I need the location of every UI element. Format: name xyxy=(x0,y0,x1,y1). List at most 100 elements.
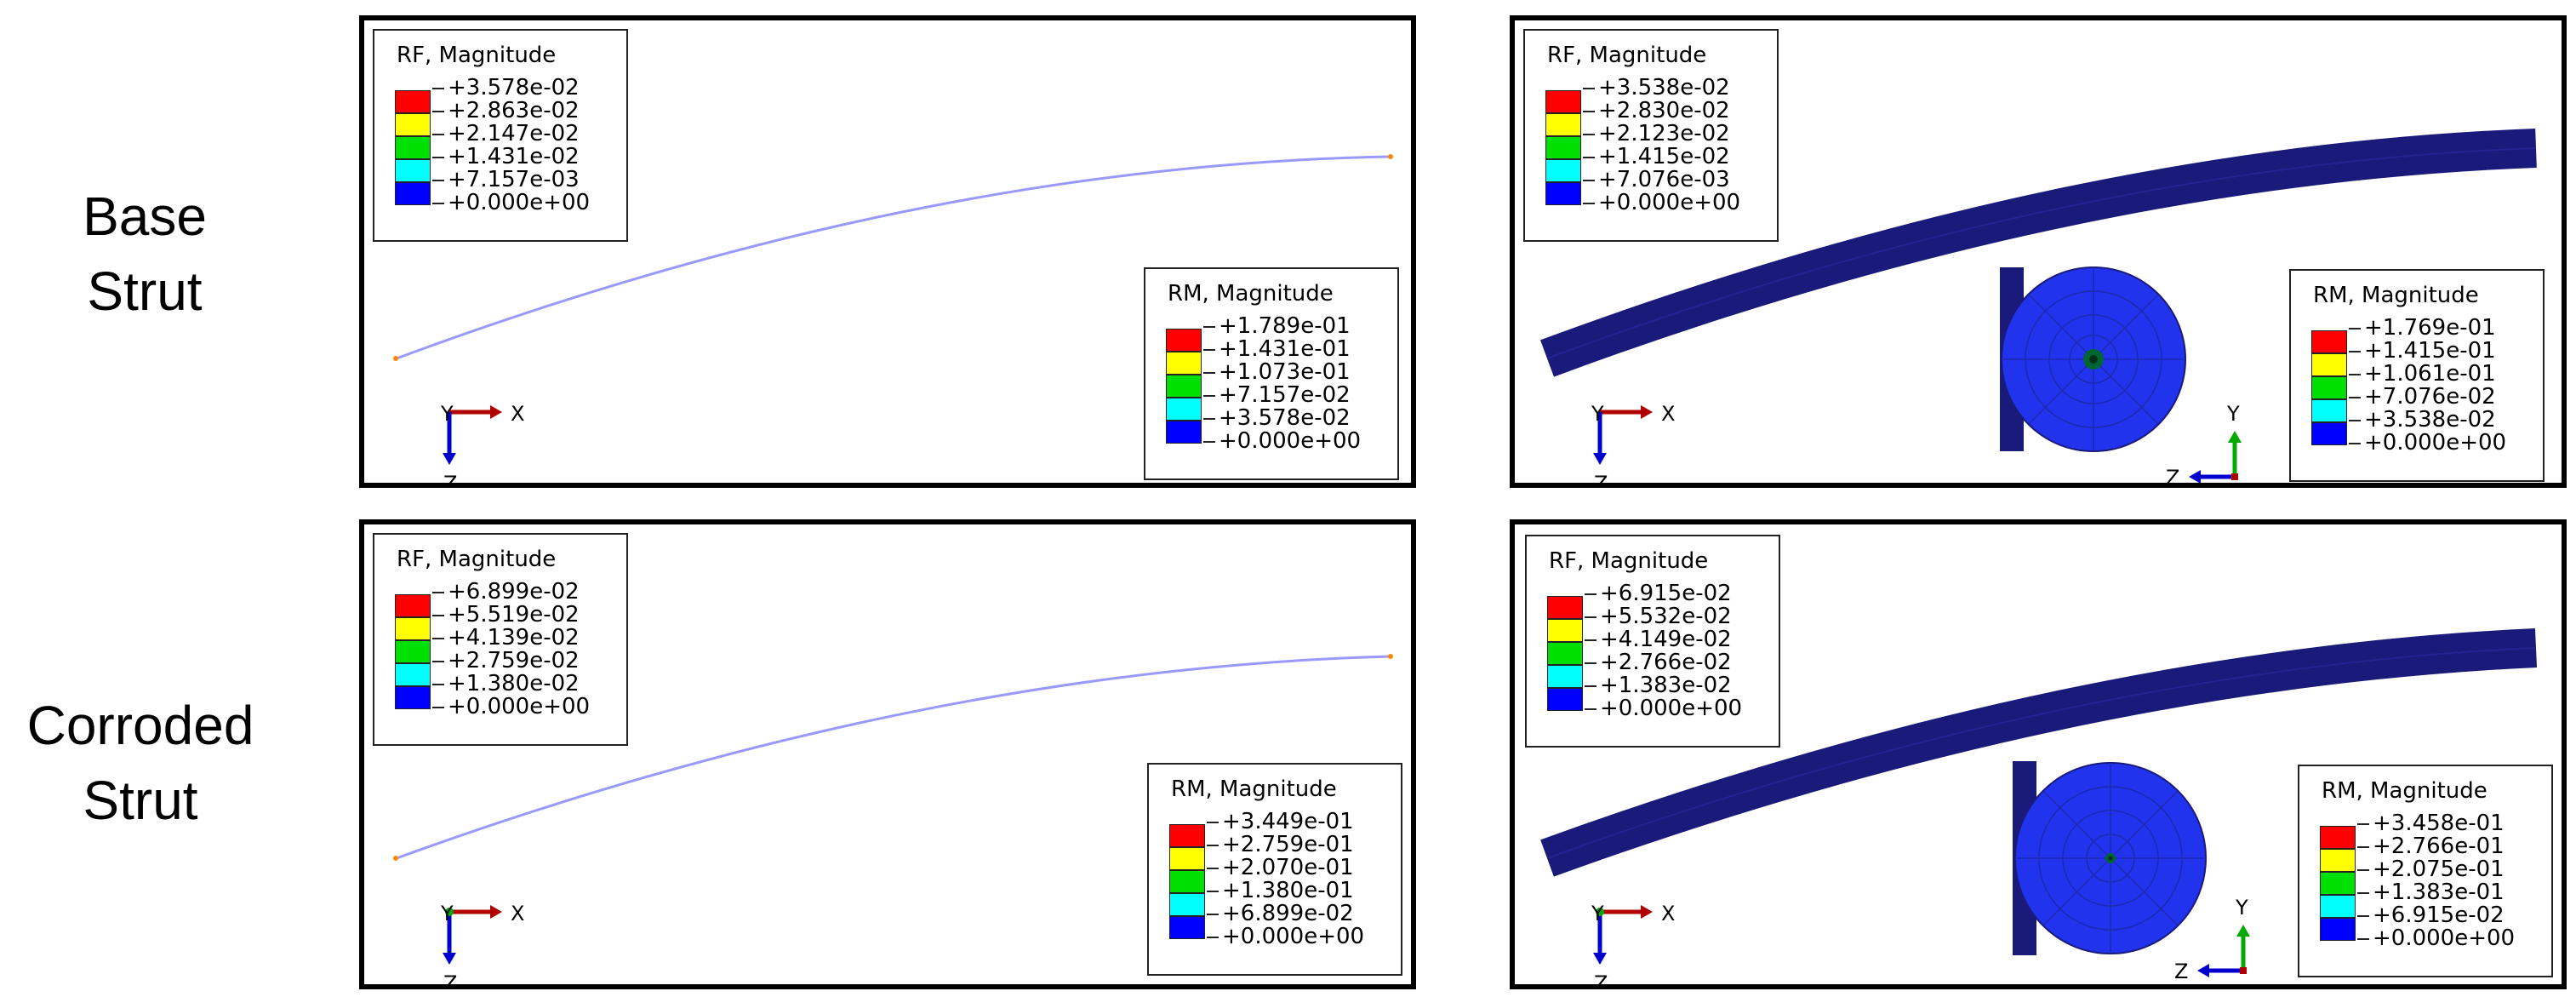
legend-value: +1.769e-01 xyxy=(2364,315,2496,341)
legend-title: RM, Magnitude xyxy=(2313,283,2479,308)
legend-title: RF, Magnitude xyxy=(1549,548,1709,574)
swatch xyxy=(2320,895,2356,918)
axis-label-y: Y xyxy=(440,902,454,925)
color-scale xyxy=(395,90,431,215)
legend-value: +0.000e+00 xyxy=(1600,696,1743,721)
legend-value: +2.759e-01 xyxy=(1222,832,1354,857)
legend-value: +7.157e-03 xyxy=(448,167,580,192)
node-marker xyxy=(1388,654,1393,659)
legend-rf: RF, Magnitude +3.578e-02 +2.863e-02 +2.1… xyxy=(373,29,628,242)
legend-value: +5.519e-02 xyxy=(448,602,580,627)
color-scale xyxy=(395,594,431,719)
panel-corroded-solid: Y X Z Y Z RF, Magnitude +6.915e-02 xyxy=(1510,519,2567,989)
swatch xyxy=(2320,826,2356,849)
legend-value: +6.915e-02 xyxy=(2373,902,2505,928)
swatch xyxy=(395,594,431,617)
legend-rm: RM, Magnitude +1.769e-01 +1.415e-01 +1.0… xyxy=(2289,269,2545,482)
legend-value: +2.766e-02 xyxy=(1600,650,1732,675)
legend-value: +3.538e-02 xyxy=(1598,75,1730,100)
swatch xyxy=(2311,353,2347,376)
row-label-line: Strut xyxy=(87,261,203,322)
cross-section xyxy=(2013,761,2207,955)
legend-title: RM, Magnitude xyxy=(2322,778,2487,804)
swatch xyxy=(1169,893,1205,916)
color-scale xyxy=(1545,90,1581,215)
legend-value: +1.380e-02 xyxy=(448,671,580,696)
swatch xyxy=(1166,375,1202,398)
swatch xyxy=(2320,849,2356,872)
node-marker xyxy=(393,856,398,861)
legend-value: +1.383e-01 xyxy=(2373,880,2505,905)
axis-label-z: Z xyxy=(2166,466,2179,488)
legend-value: +6.899e-02 xyxy=(1222,901,1354,926)
legend-value: +6.899e-02 xyxy=(448,579,580,605)
color-scale xyxy=(1169,824,1205,948)
legend-value: +1.431e-01 xyxy=(1219,336,1351,362)
legend-rm: RM, Magnitude +1.789e-01 +1.431e-01 +1.0… xyxy=(1144,267,1399,480)
color-scale xyxy=(1166,329,1202,453)
row-label-base: Base Strut xyxy=(51,179,238,329)
node-marker xyxy=(393,356,398,361)
row-label-line: Strut xyxy=(83,770,198,831)
swatch xyxy=(2320,872,2356,895)
swatch xyxy=(1545,90,1581,113)
legend-value: +3.449e-01 xyxy=(1222,809,1354,834)
swatch xyxy=(395,136,431,159)
legend-value: +2.863e-02 xyxy=(448,98,580,123)
swatch xyxy=(1166,421,1202,444)
panel-corroded-wire: Y X Z RF, Magnitude +6.899e-02 +5.519e-0… xyxy=(359,519,1416,989)
legend-value: +0.000e+00 xyxy=(2373,925,2516,951)
legend-value: +7.157e-02 xyxy=(1219,382,1351,408)
legend-rf: RF, Magnitude +6.899e-02 +5.519e-02 +4.1… xyxy=(373,533,628,746)
swatch xyxy=(1169,847,1205,870)
swatch xyxy=(395,617,431,640)
color-scale xyxy=(1547,596,1583,720)
legend-value: +2.759e-02 xyxy=(448,648,580,673)
legend-rf: RF, Magnitude +3.538e-02 +2.830e-02 +2.1… xyxy=(1523,29,1779,242)
swatch xyxy=(1547,665,1583,688)
swatch xyxy=(1545,113,1581,136)
strut-wire xyxy=(396,655,1391,860)
section-axis-triad: Y Z xyxy=(2166,402,2242,488)
viewport: Y X Z xyxy=(393,654,1393,984)
legend-value: +2.766e-01 xyxy=(2373,834,2505,859)
swatch xyxy=(395,686,431,709)
legend-value: +1.415e-01 xyxy=(2364,338,2496,364)
row-label-line: Corroded xyxy=(26,695,254,756)
legend-value: +1.061e-01 xyxy=(2364,361,2496,387)
legend-value: +3.538e-02 xyxy=(2364,407,2496,433)
swatch xyxy=(1545,136,1581,159)
swatch xyxy=(1545,182,1581,205)
axis-label-x: X xyxy=(1661,902,1675,925)
row-label-corroded: Corroded Strut xyxy=(0,688,281,838)
legend-rm: RM, Magnitude +3.458e-01 +2.766e-01 +2.0… xyxy=(2298,765,2553,977)
legend-title: RM, Magnitude xyxy=(1168,281,1334,307)
legend-value: +4.139e-02 xyxy=(448,625,580,650)
legend-value: +1.380e-01 xyxy=(1222,878,1354,903)
swatch xyxy=(395,663,431,686)
legend-value: +0.000e+00 xyxy=(448,190,591,215)
swatch xyxy=(1169,824,1205,847)
axis-triad: Y X Z xyxy=(1591,902,1675,984)
legend-value: +0.000e+00 xyxy=(2364,430,2507,456)
swatch xyxy=(1166,329,1202,352)
swatch xyxy=(2311,330,2347,353)
swatch xyxy=(1547,596,1583,619)
swatch xyxy=(2311,376,2347,399)
legend-value: +1.415e-02 xyxy=(1598,144,1730,169)
legend-value: +3.458e-01 xyxy=(2373,811,2505,836)
axis-triad: Y X Z xyxy=(1591,402,1675,483)
node-marker xyxy=(1388,154,1393,159)
swatch xyxy=(395,640,431,663)
legend-title: RF, Magnitude xyxy=(397,43,557,68)
legend-title: RF, Magnitude xyxy=(1547,43,1707,68)
legend-value: +3.578e-02 xyxy=(448,75,580,100)
legend-value: +1.073e-01 xyxy=(1219,359,1351,385)
swatch xyxy=(1169,916,1205,939)
axis-label-x: X xyxy=(1661,402,1675,426)
legend-value: +0.000e+00 xyxy=(1222,924,1365,949)
section-axis-triad: Y Z xyxy=(2174,896,2250,983)
axis-label-y: Y xyxy=(440,402,454,426)
axis-label-z: Z xyxy=(443,472,457,488)
legend-value: +1.431e-02 xyxy=(448,144,580,169)
